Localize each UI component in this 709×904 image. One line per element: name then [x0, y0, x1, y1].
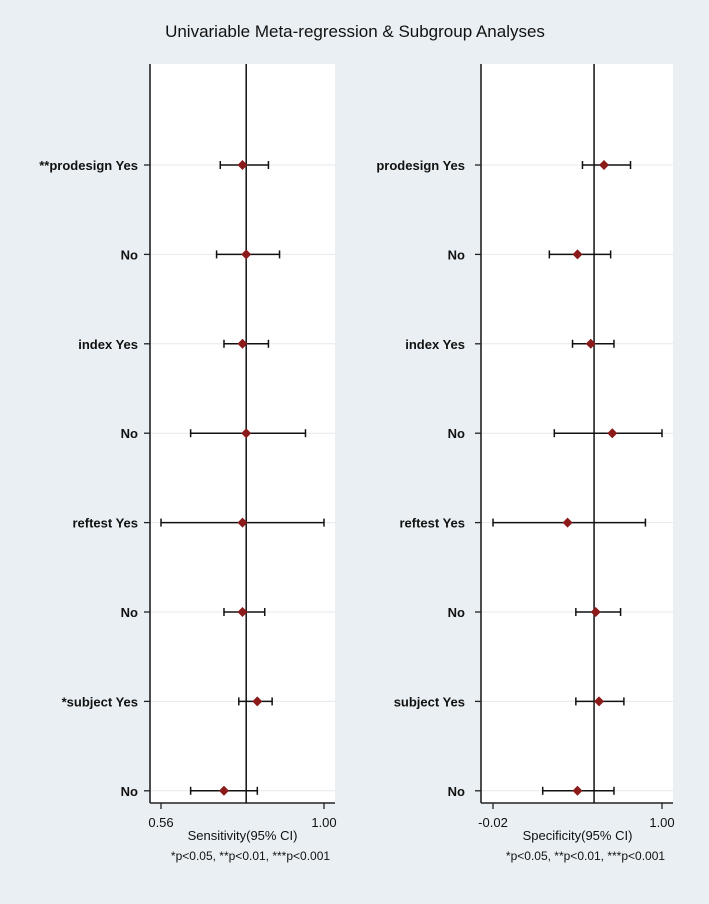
row-label: prodesign Yes	[376, 158, 465, 173]
point-estimate-marker	[241, 249, 252, 260]
point-estimate-marker	[237, 338, 248, 349]
point-estimate-marker	[252, 696, 263, 707]
x-tick-label: -0.02	[478, 815, 508, 830]
row-label: No	[121, 426, 138, 441]
forest-panel-2: prodesign Yes No index Yes No reftest Yes No s…	[376, 64, 675, 863]
point-estimate-marker	[590, 607, 601, 617]
row-label: reftest Yes	[399, 516, 465, 531]
point-estimate-marker	[241, 428, 252, 439]
point-estimate-marker	[599, 160, 610, 170]
x-tick-label: 0.56	[148, 815, 173, 830]
point-estimate-marker	[585, 338, 596, 349]
row-label: No	[448, 784, 465, 799]
row-label: No	[448, 605, 465, 620]
row-label: reftest Yes	[72, 516, 138, 531]
point-estimate-marker	[562, 517, 573, 528]
point-estimate-marker	[607, 428, 618, 439]
significance-footnote: *p<0.05, **p<0.01, ***p<0.001	[506, 849, 665, 863]
row-label: index Yes	[78, 337, 138, 352]
row-label: No	[121, 605, 138, 620]
x-axis-label: Sensitivity(95% CI)	[188, 828, 298, 843]
point-estimate-marker	[237, 160, 248, 170]
x-tick-label: 1.00	[311, 815, 336, 830]
point-estimate-marker	[237, 607, 248, 617]
significance-footnote: *p<0.05, **p<0.01, ***p<0.001	[171, 849, 330, 863]
row-label: **prodesign Yes	[39, 158, 138, 173]
point-estimate-marker	[594, 696, 605, 707]
row-label: *subject Yes	[62, 694, 138, 709]
chart-title: Univariable Meta-regression & Subgroup A…	[165, 22, 545, 41]
row-label: subject Yes	[394, 694, 465, 709]
forest-panel-1: **prodesign Yes No index Yes No reftest Yes N…	[39, 64, 337, 863]
row-label: No	[121, 247, 138, 262]
point-estimate-marker	[572, 785, 583, 796]
row-label: No	[121, 784, 138, 799]
point-estimate-marker	[218, 785, 229, 796]
row-label: No	[448, 247, 465, 262]
row-label: No	[448, 426, 465, 441]
point-estimate-marker	[237, 517, 248, 528]
x-axis-label: Specificity(95% CI)	[523, 828, 633, 843]
x-tick-label: 1.00	[649, 815, 674, 830]
row-label: index Yes	[405, 337, 465, 352]
point-estimate-marker	[572, 249, 583, 260]
